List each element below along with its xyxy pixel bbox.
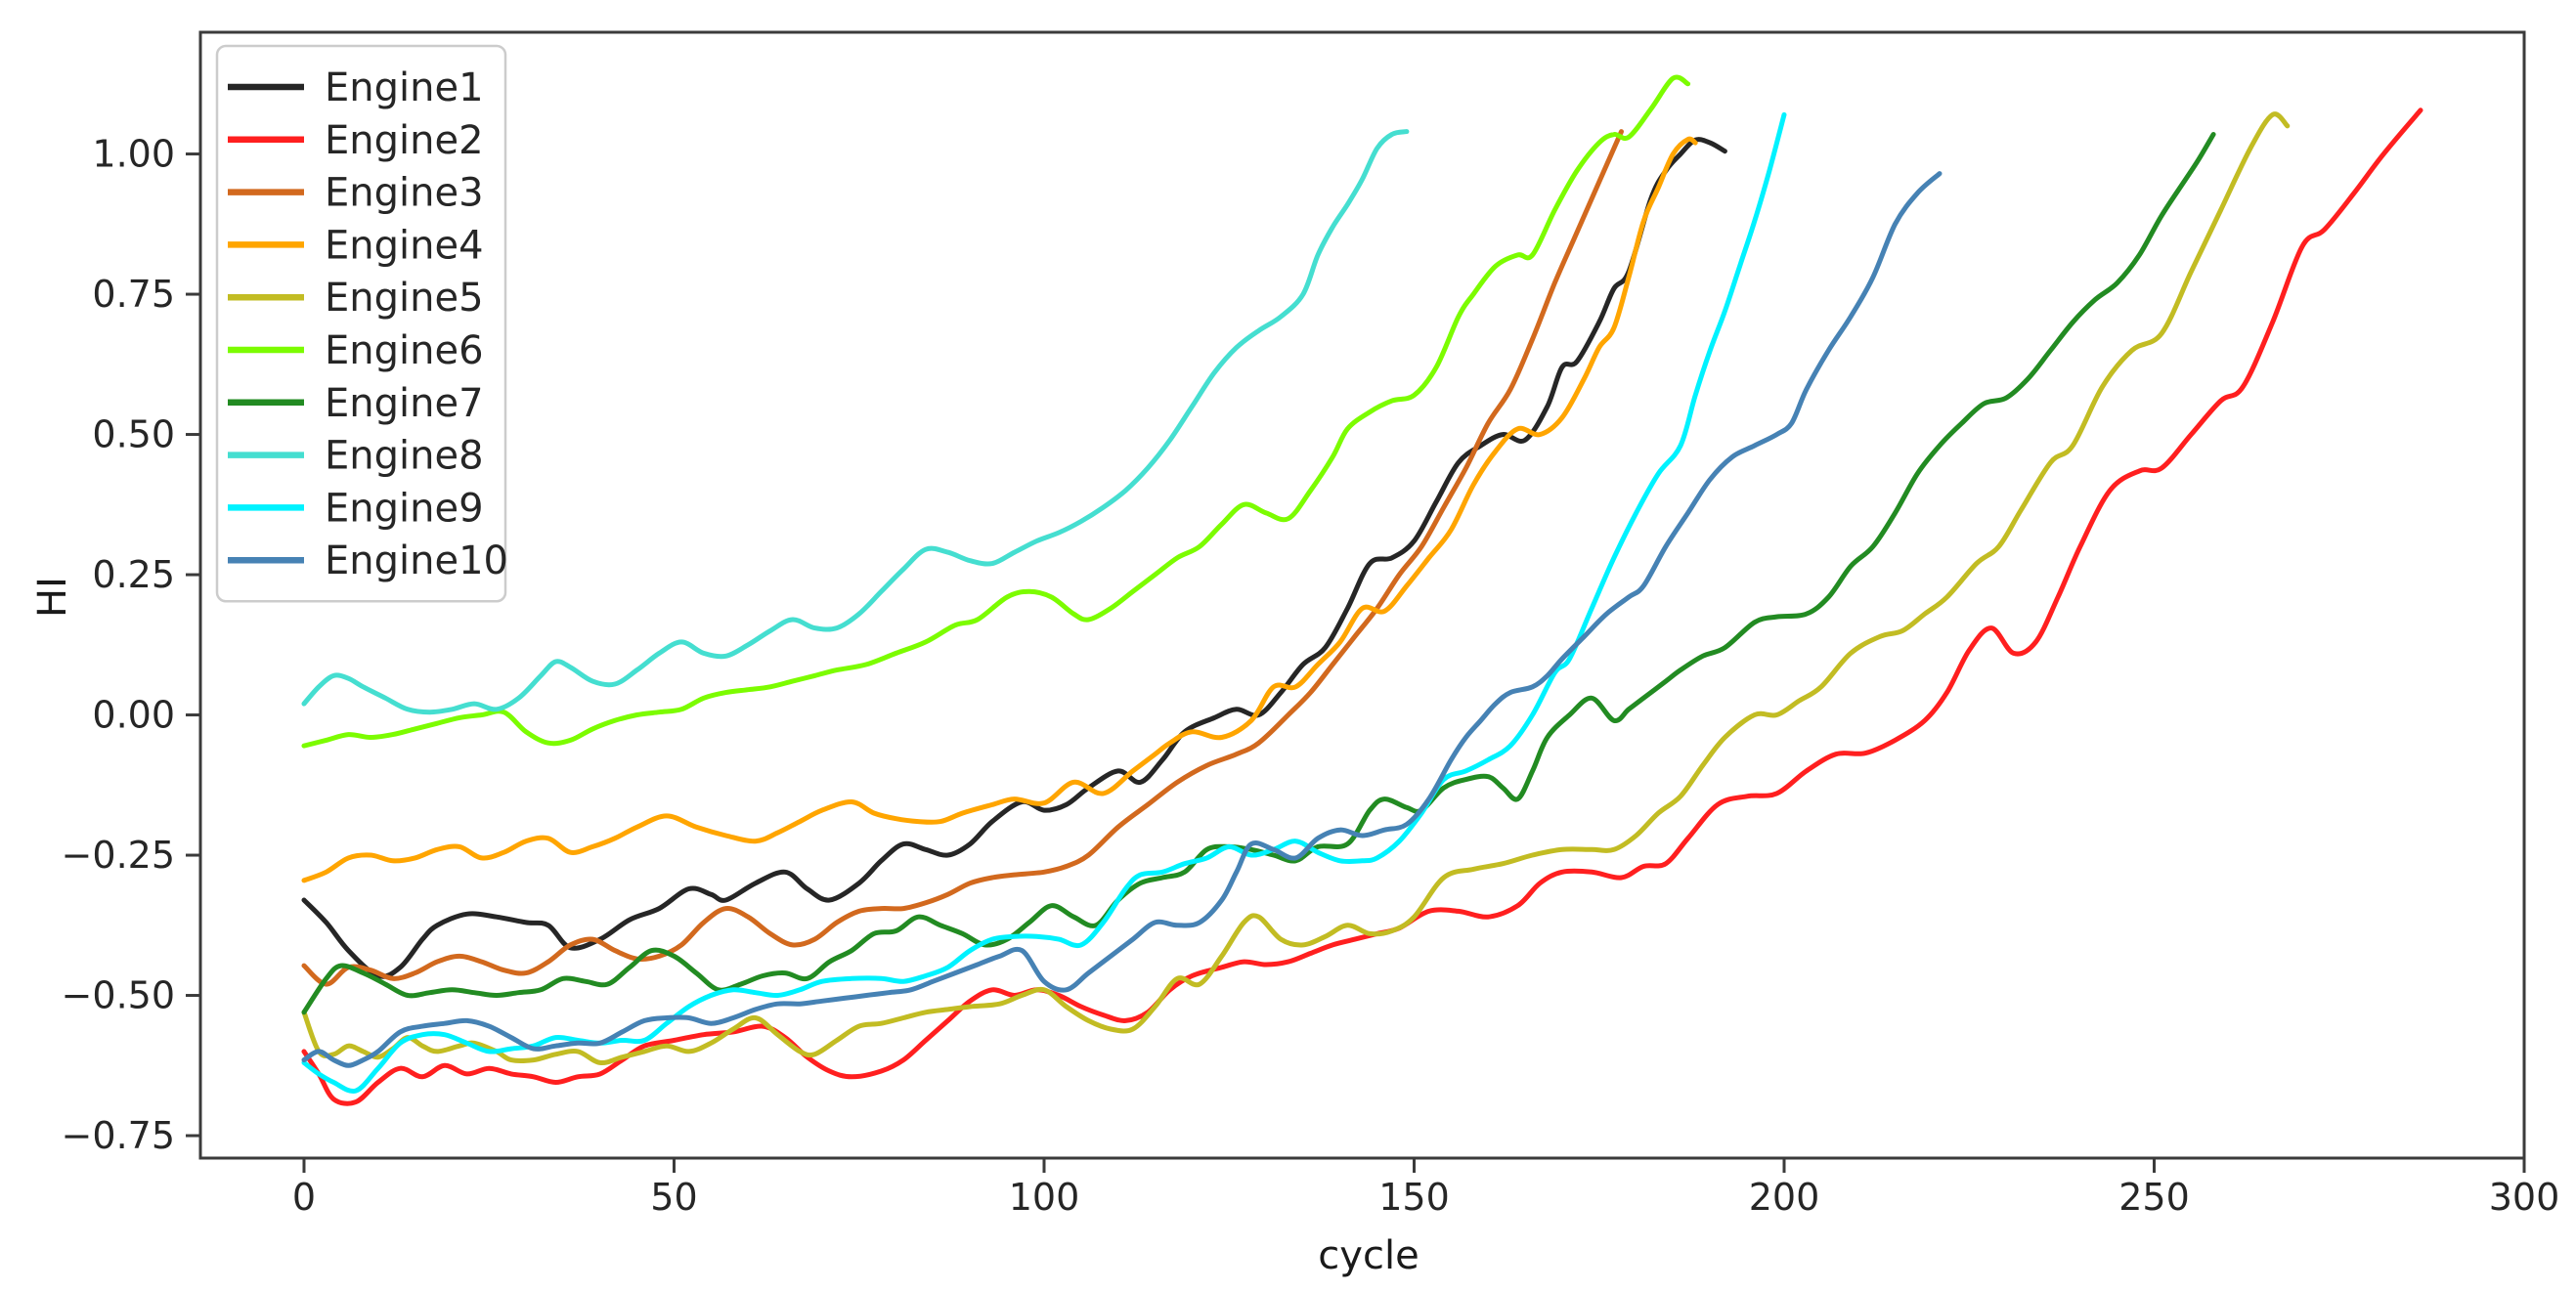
legend-label-engine8: Engine8 [325, 434, 484, 479]
series-line-engine6 [301, 74, 1691, 749]
legend-label-engine3: Engine3 [325, 171, 484, 216]
x-tick-label: 50 [650, 1176, 697, 1219]
series-line-engine5 [301, 111, 2291, 1066]
x-tick-label: 100 [1009, 1176, 1080, 1219]
series-line-engine10 [301, 171, 1943, 1068]
series-line-engine2 [301, 108, 2423, 1106]
y-tick-label: −0.50 [62, 974, 175, 1017]
series-line-engine7 [301, 132, 2216, 1015]
series-line-engine3 [301, 129, 1624, 987]
x-tick-label: 250 [2118, 1176, 2190, 1219]
y-tick-label: 0.00 [92, 694, 175, 737]
x-tick-label: 0 [292, 1176, 316, 1219]
legend-label-engine1: Engine1 [325, 65, 484, 110]
legend-label-engine2: Engine2 [325, 118, 484, 163]
y-tick-label: −0.25 [62, 834, 175, 877]
legend-label-engine6: Engine6 [325, 328, 484, 373]
series-line-engine8 [301, 129, 1410, 715]
x-axis-label: cycle [1318, 1233, 1419, 1278]
y-tick-label: 0.25 [92, 553, 175, 596]
x-tick-label: 150 [1378, 1176, 1450, 1219]
series-line-engine1 [301, 137, 1727, 979]
series-line-engine4 [301, 136, 1698, 883]
legend-label-engine10: Engine10 [325, 538, 508, 583]
legend-label-engine4: Engine4 [325, 223, 484, 268]
legend-label-engine9: Engine9 [325, 486, 484, 531]
legend-box [215, 44, 507, 603]
plot-area-frame [198, 30, 2526, 1160]
y-tick-label: 1.00 [92, 133, 175, 176]
y-tick-label: −0.75 [62, 1114, 175, 1157]
y-axis-label: HI [30, 577, 75, 618]
x-tick-label: 200 [1749, 1176, 1820, 1219]
y-tick-label: 0.50 [92, 413, 175, 456]
legend-label-engine5: Engine5 [325, 276, 484, 321]
x-tick-label: 300 [2489, 1176, 2560, 1219]
y-tick-label: 0.75 [92, 273, 175, 316]
legend-label-engine7: Engine7 [325, 381, 484, 426]
